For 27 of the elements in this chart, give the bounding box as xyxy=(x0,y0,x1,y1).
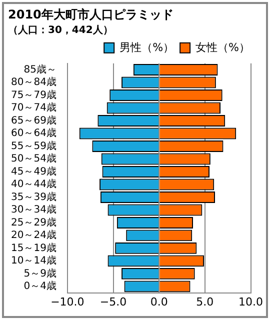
y-tick-label: 85歳～ xyxy=(24,63,56,76)
x-tick-label: −5.0 xyxy=(100,295,127,308)
chart-subtitle: （人口：30，442人） xyxy=(8,24,113,36)
y-tick-label: 60～64歳 xyxy=(10,127,56,140)
y-tick-label: 80～84歳 xyxy=(10,76,56,88)
x-tick-label: 0.0 xyxy=(150,295,168,308)
y-tick-label: 65～69歳 xyxy=(10,114,56,126)
y-tick-label: 10～14歳 xyxy=(10,254,56,267)
y-tick-label: 45～49歳 xyxy=(10,165,56,178)
y-tick-label: 20～24歳 xyxy=(10,229,56,242)
x-tick-label: 10.0 xyxy=(238,295,264,308)
y-tick-label: 40～44歳 xyxy=(10,178,56,190)
y-tick-label: 5～9歳 xyxy=(24,267,56,280)
y-tick-label: 35～39歳 xyxy=(10,190,56,203)
y-tick-label: 15～19歳 xyxy=(10,242,56,254)
legend-label: 女性（%） xyxy=(196,40,250,54)
x-tick-label: −10.0 xyxy=(50,295,84,308)
y-tick-label: 50～54歳 xyxy=(10,152,56,165)
y-tick-label: 75～79歳 xyxy=(10,88,56,101)
x-tick-label: 5.0 xyxy=(196,295,214,308)
chart-title: 2010年大町市人口ピラミッド xyxy=(8,7,174,22)
y-tick-label: 55～59歳 xyxy=(10,140,56,152)
y-tick-label: 0～4歳 xyxy=(24,280,56,292)
y-tick-label: 25～29歳 xyxy=(10,216,56,228)
y-tick-label: 70～74歳 xyxy=(10,102,56,114)
y-tick-label: 30～34歳 xyxy=(10,204,56,216)
legend-label: 男性（%） xyxy=(120,40,174,54)
